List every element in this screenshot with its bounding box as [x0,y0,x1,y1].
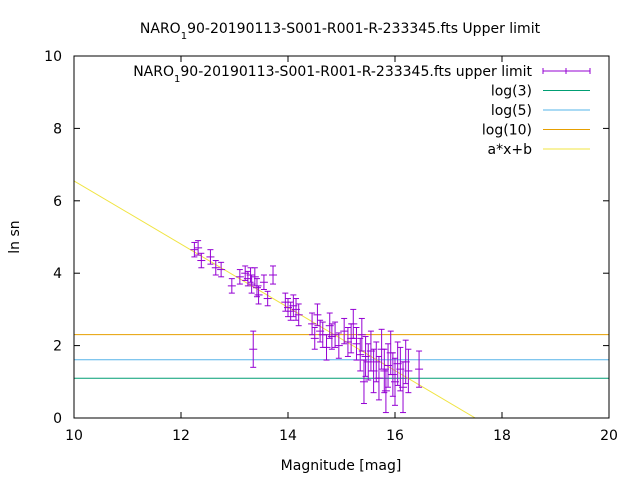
plot-border [73,55,610,419]
data-point [294,303,303,327]
data-point [327,323,336,350]
legend-label-pre: NARO [133,64,174,80]
legend-label: log(5) [491,103,532,119]
chart-title: NARO190-20190113-S001-R001-R-233345.fts … [140,21,541,42]
data-point [247,274,256,294]
data-point [343,327,352,357]
y-tick-label: 10 [44,49,62,65]
x-tick-label: 20 [600,428,618,444]
y-tick-label: 6 [53,194,62,210]
chart-title-pre: NARO [140,21,181,37]
data-point [322,334,331,361]
data-point [263,290,272,307]
y-tick-label: 0 [53,411,62,427]
data-point [399,361,408,414]
data-point [310,327,319,350]
data-point [227,278,236,294]
data-point [190,241,199,258]
data-point [357,317,366,352]
data-point [269,265,278,285]
data-point [252,278,261,298]
data-point [313,303,322,327]
data-point [249,330,258,368]
y-tick-label: 8 [53,121,62,137]
data-point [334,332,343,359]
y-tick-label: 2 [53,339,62,355]
axis-ticks: 10 12 14 16 18 20 0 2 4 6 8 10 [44,49,618,444]
data-point [325,312,334,339]
x-tick-label: 16 [386,428,404,444]
chart-title-post: 90-20190113-S001-R001-R-233345.fts Upper… [187,21,541,37]
data-point [206,249,215,265]
plot-area [74,180,609,418]
data-point [308,312,317,336]
plot-content [74,180,609,418]
data-point [374,355,383,401]
legend-label-sub: 1 [174,74,180,85]
data-point [211,260,220,276]
data-point [197,252,206,269]
y-axis-label: ln sn [7,220,23,253]
legend: NARO190-20190113-S001-R001-R-233345.fts … [133,64,591,158]
data-point [259,274,268,290]
data-point [331,321,340,348]
chart-title-sub: 1 [181,31,187,42]
data-point [356,337,365,372]
legend-label: NARO190-20190113-S001-R001-R-233345.fts … [133,64,532,85]
x-tick-label: 18 [493,428,511,444]
data-point [381,368,390,414]
data-point [380,348,389,394]
data-point [349,308,358,339]
data-point [340,317,349,345]
x-axis-label: Magnitude [mag] [281,458,402,474]
legend-label: log(3) [491,84,532,100]
x-tick-label: 12 [172,428,190,444]
data-point [254,285,263,305]
legend-label-post: 90-20190113-S001-R001-R-233345.fts upper… [180,64,532,80]
data-point [194,240,203,256]
data-point [359,359,368,405]
x-tick-label: 14 [279,428,297,444]
fit-line [74,180,476,418]
legend-label: log(10) [482,123,532,139]
legend-label: a*x+b [488,142,533,158]
data-point [217,261,226,278]
data-point [404,348,413,394]
data-point [235,269,244,285]
y-tick-label: 4 [53,266,62,282]
x-tick-label: 10 [65,428,83,444]
data-point [361,336,370,377]
data-point [415,350,424,388]
